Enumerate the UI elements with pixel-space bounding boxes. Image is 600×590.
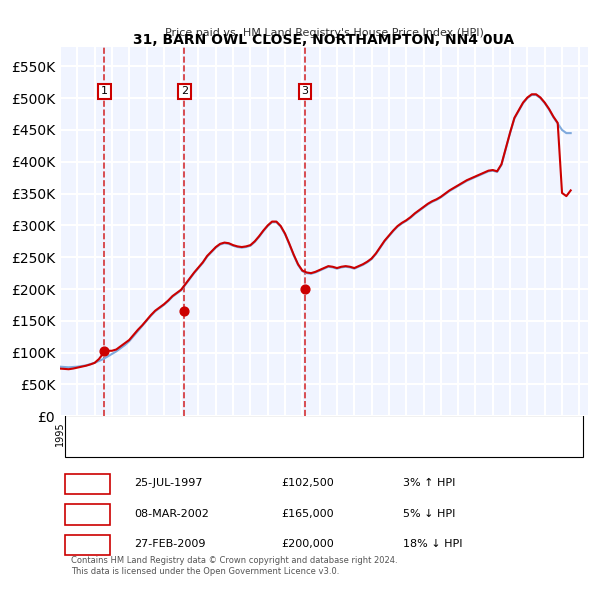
Point [179, 307, 189, 316]
FancyBboxPatch shape [65, 415, 583, 457]
Text: 3: 3 [84, 539, 91, 549]
FancyBboxPatch shape [65, 474, 110, 494]
Text: 1: 1 [101, 87, 108, 97]
Text: £102,500: £102,500 [282, 478, 335, 489]
Text: £200,000: £200,000 [282, 539, 335, 549]
Point [301, 284, 310, 294]
Text: 31, BARN OWL CLOSE, NORTHAMPTON, NN4 0UA (detached house): 31, BARN OWL CLOSE, NORTHAMPTON, NN4 0UA… [139, 424, 442, 432]
Text: Contains HM Land Registry data © Crown copyright and database right 2024.
This d: Contains HM Land Registry data © Crown c… [71, 556, 397, 576]
Text: Price paid vs. HM Land Registry's House Price Index (HPI): Price paid vs. HM Land Registry's House … [164, 28, 484, 38]
Text: 2: 2 [84, 509, 91, 519]
Text: 3: 3 [302, 87, 308, 97]
FancyBboxPatch shape [65, 504, 110, 525]
Point [100, 346, 109, 356]
Text: 25-JUL-1997: 25-JUL-1997 [134, 478, 202, 489]
Text: 2: 2 [181, 87, 188, 97]
Text: 1: 1 [84, 478, 91, 489]
Text: HPI: Average price, detached house, West Northamptonshire: HPI: Average price, detached house, West… [139, 440, 414, 450]
Text: 08-MAR-2002: 08-MAR-2002 [134, 509, 209, 519]
Text: 18% ↓ HPI: 18% ↓ HPI [403, 539, 463, 549]
Text: 5% ↓ HPI: 5% ↓ HPI [403, 509, 455, 519]
Text: 27-FEB-2009: 27-FEB-2009 [134, 539, 205, 549]
Title: 31, BARN OWL CLOSE, NORTHAMPTON, NN4 0UA: 31, BARN OWL CLOSE, NORTHAMPTON, NN4 0UA [133, 33, 515, 47]
Text: 3% ↑ HPI: 3% ↑ HPI [403, 478, 455, 489]
Text: £165,000: £165,000 [282, 509, 334, 519]
FancyBboxPatch shape [65, 535, 110, 555]
